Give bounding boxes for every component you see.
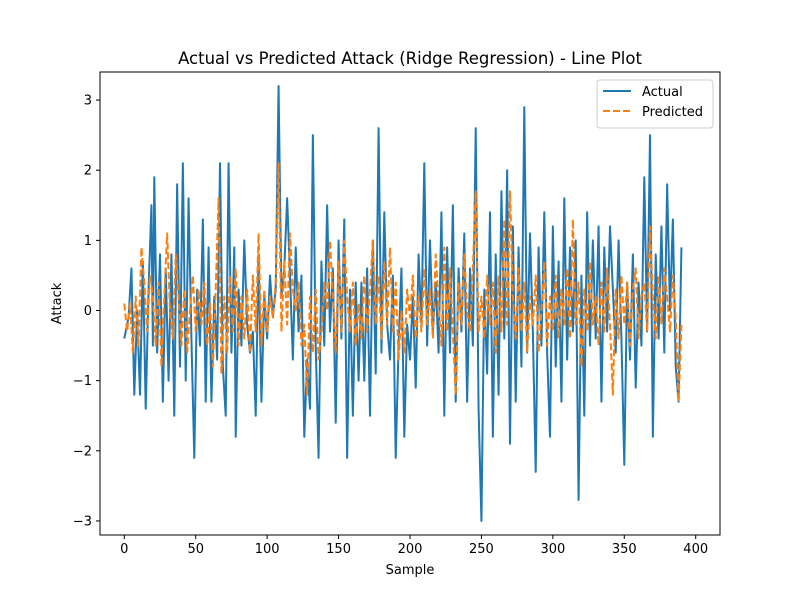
y-tick-label: −3 (73, 514, 92, 529)
y-tick-label: 0 (84, 304, 92, 319)
series-layer (123, 85, 683, 522)
legend: Actual Predicted (596, 79, 714, 129)
x-axis: 0 50 100 150 200 250 300 350 400 (120, 535, 708, 557)
x-tick-label: 200 (398, 542, 423, 557)
y-tick-label: −1 (73, 374, 92, 389)
y-tick-label: 1 (84, 234, 92, 249)
x-tick-label: 0 (120, 542, 128, 557)
x-tick-label: 300 (540, 542, 565, 557)
x-tick-label: 150 (326, 542, 351, 557)
series-line-actual (123, 85, 683, 522)
x-tick-label: 50 (187, 542, 204, 557)
x-axis-label: Sample (386, 563, 435, 578)
x-tick-label: 350 (612, 542, 637, 557)
y-tick-label: −2 (73, 444, 92, 459)
x-tick-label: 250 (469, 542, 494, 557)
y-axis-label: Attack (50, 282, 65, 324)
x-tick-label: 400 (683, 542, 708, 557)
y-tick-label: 2 (84, 164, 92, 179)
chart-title: Actual vs Predicted Attack (Ridge Regres… (178, 49, 642, 68)
legend-actual-label: Actual (642, 85, 683, 100)
y-tick-label: 3 (84, 94, 92, 109)
legend-predicted-label: Predicted (642, 105, 703, 120)
x-tick-label: 100 (255, 542, 280, 557)
y-axis: −3 −2 −1 0 1 2 3 (73, 94, 100, 529)
series-line-predicted (123, 162, 683, 403)
